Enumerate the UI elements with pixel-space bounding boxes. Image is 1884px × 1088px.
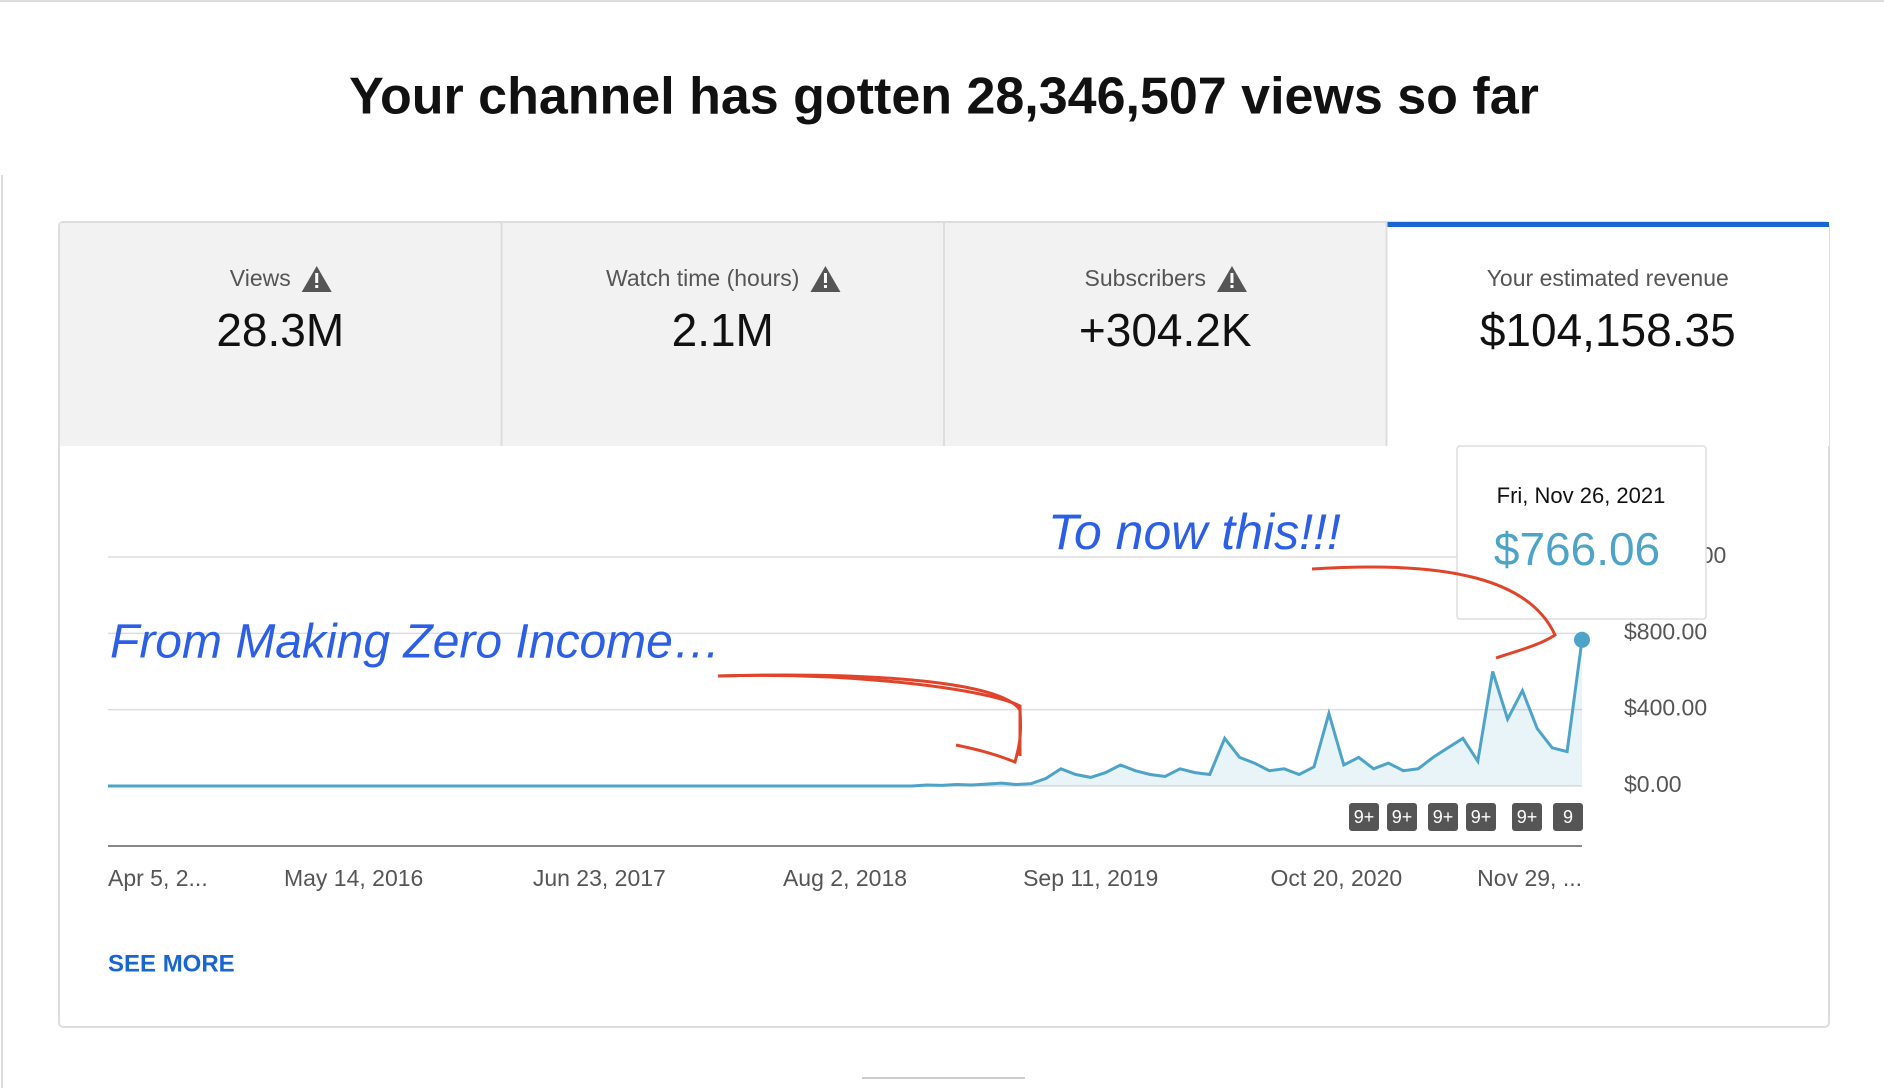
y-tick-label: $0.00: [1624, 771, 1682, 797]
badge-label: 9+: [1392, 807, 1413, 827]
arrow: [1311, 565, 1557, 660]
y-tick-label: $800.00: [1624, 618, 1707, 644]
badge-label: 9+: [1433, 807, 1454, 827]
warning-icon: [315, 273, 319, 283]
warning-icon: [1230, 273, 1234, 283]
tab: [60, 223, 502, 446]
warning-icon: [1230, 285, 1234, 288]
tooltip: [1456, 445, 1707, 620]
point: [1574, 631, 1590, 648]
arrow: [717, 673, 1022, 765]
area: [108, 639, 1582, 786]
annotation: To now this!!!: [1048, 504, 1341, 560]
badge: [1553, 803, 1583, 831]
badge: [1512, 803, 1542, 831]
badge: [1466, 803, 1496, 831]
tab-value: $104,158.35: [1480, 304, 1736, 356]
tab-value: 2.1M: [672, 304, 774, 356]
line: [108, 639, 1584, 788]
warning-icon: [315, 285, 319, 288]
x-tick-label: Oct 20, 2020: [1270, 865, 1402, 891]
warning-icon: [823, 273, 827, 283]
tabs: Views 28.3M Watch time (hours) 2.1M Subscrib…: [60, 222, 1829, 446]
see-more-link[interactable]: SEE MORE: [108, 950, 235, 977]
x-tick-label: Nov 29, ...: [1477, 865, 1582, 891]
badge: [1349, 803, 1379, 831]
tab: [502, 223, 944, 446]
tab-label: Watch time (hours): [606, 265, 799, 291]
tooltip-date: Fri, Nov 26, 2021: [1497, 483, 1666, 508]
badge-label: 9: [1563, 807, 1573, 827]
tab-indicator: [1387, 222, 1829, 227]
x-tick-label: Apr 5, 2...: [108, 865, 208, 891]
tab-label: Subscribers: [1085, 265, 1206, 291]
tab-value: 28.3M: [216, 304, 344, 356]
page-title: Your channel has gotten 28,346,507 views…: [349, 68, 1539, 126]
annotation: From Making Zero Income…: [110, 616, 721, 669]
tab: [945, 223, 1387, 446]
tab-label: Your estimated revenue: [1487, 265, 1729, 291]
tab: [1387, 223, 1829, 446]
badge: [1387, 803, 1417, 831]
y-tick-label: $400.00: [1624, 695, 1707, 721]
badge-label: 9+: [1471, 807, 1492, 827]
x-tick-label: Sep 11, 2019: [1023, 865, 1158, 891]
badge: [1428, 803, 1458, 831]
tab-value: +304.2K: [1079, 304, 1252, 356]
badge-label: 9+: [1354, 807, 1375, 827]
tooltip-value: $766.06: [1494, 523, 1660, 575]
x-tick-label: May 14, 2016: [284, 865, 423, 891]
x-tick-label: Jun 23, 2017: [533, 865, 666, 891]
warning-icon: [823, 285, 827, 288]
tab-label: Views: [230, 265, 291, 291]
x-tick-label: Aug 2, 2018: [783, 865, 907, 891]
badge-label: 9+: [1517, 807, 1538, 827]
